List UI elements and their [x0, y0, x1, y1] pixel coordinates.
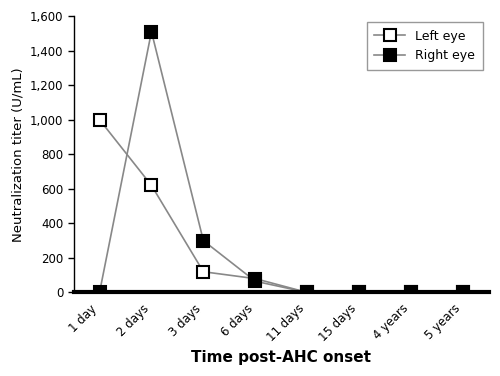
Right eye — [252, 279, 258, 284]
X-axis label: Time post-AHC onset: Time post-AHC onset — [191, 350, 371, 365]
Legend: Left eye, Right eye: Left eye, Right eye — [366, 22, 482, 70]
Y-axis label: Neutralization titer (U/mL): Neutralization titer (U/mL) — [11, 67, 24, 242]
Right eye — [148, 29, 154, 34]
Left eye — [460, 290, 466, 295]
Left eye — [148, 183, 154, 188]
Left eye — [408, 290, 414, 295]
Right eye — [356, 290, 362, 295]
Line: Left eye: Left eye — [94, 114, 469, 298]
Right eye — [460, 290, 466, 295]
Left eye — [304, 290, 310, 295]
Right eye — [96, 290, 102, 295]
Right eye — [408, 290, 414, 295]
Right eye — [200, 238, 206, 243]
Left eye — [356, 290, 362, 295]
Line: Right eye: Right eye — [94, 26, 469, 298]
Left eye — [96, 117, 102, 122]
Left eye — [252, 276, 258, 281]
Left eye — [200, 270, 206, 274]
Right eye — [304, 290, 310, 295]
